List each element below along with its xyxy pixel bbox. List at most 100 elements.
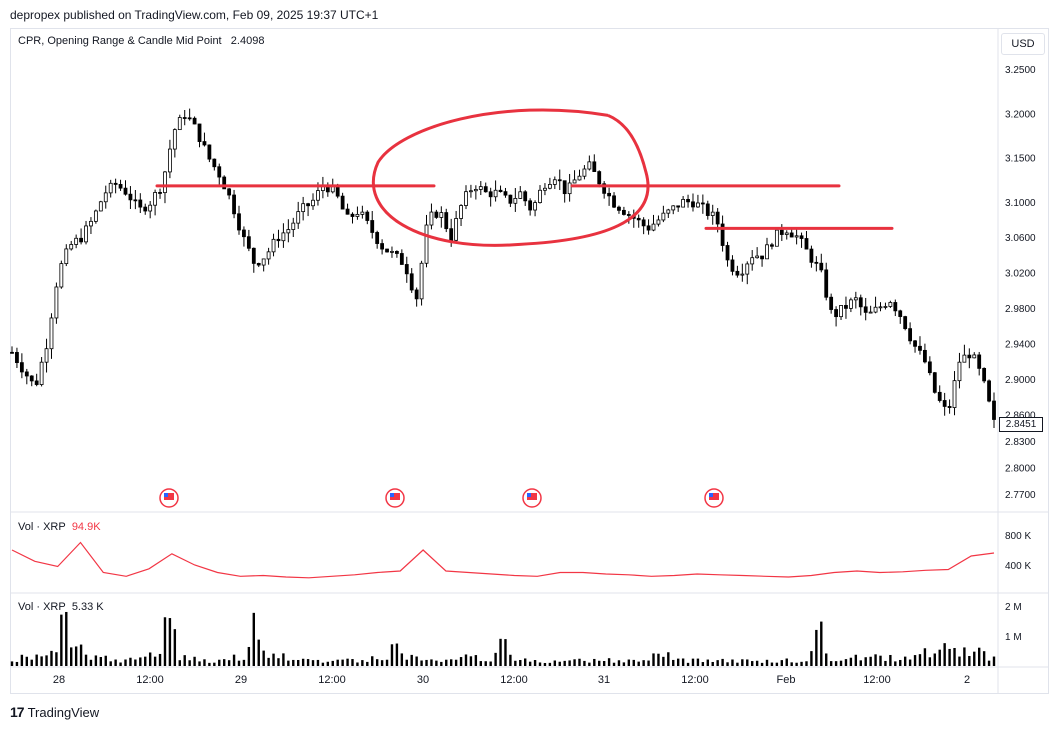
candle-body xyxy=(883,306,888,308)
volume-bar xyxy=(528,661,532,666)
candle-body xyxy=(972,354,977,359)
candle-body xyxy=(212,158,217,168)
volume-bar xyxy=(247,646,251,666)
candle-body xyxy=(202,141,207,146)
volume-bar xyxy=(770,662,774,666)
volume-ma-line xyxy=(11,541,995,579)
main-legend[interactable]: CPR, Opening Range & Candle Mid Point 2.… xyxy=(18,35,264,47)
volume-bar xyxy=(375,659,379,666)
candle-body xyxy=(266,251,271,260)
candle-body xyxy=(646,225,651,231)
candle-body xyxy=(848,299,853,309)
volume-bar xyxy=(657,653,660,666)
volume-bar xyxy=(114,659,117,666)
candle-body xyxy=(799,235,804,239)
candle-body xyxy=(962,354,967,363)
drawings-group[interactable] xyxy=(155,108,894,247)
flag-stripe-icon xyxy=(390,493,400,500)
volume-bar xyxy=(168,618,172,666)
price-axis[interactable]: 3.2500 3.2000 3.1500 3.1000 3.0600 3.0200 2.98… xyxy=(1005,65,1036,501)
candle-body xyxy=(765,244,769,260)
candle-body xyxy=(829,296,834,310)
candle-body xyxy=(498,189,503,193)
candle-body xyxy=(844,305,848,309)
volume-bar xyxy=(622,662,626,666)
currency-button[interactable]: USD xyxy=(1001,33,1045,55)
vol2-legend[interactable]: Vol · XRP 5.33 K xyxy=(18,601,104,613)
volume-bar xyxy=(504,639,507,666)
drawn-ellipse[interactable] xyxy=(371,108,650,247)
volume-bar xyxy=(963,647,966,666)
candle-body xyxy=(671,205,676,211)
tradingview-logo[interactable]: 17 TradingView xyxy=(10,704,99,720)
volume-bar xyxy=(119,662,122,666)
volume-bar xyxy=(193,656,196,666)
volume-bar xyxy=(484,661,487,666)
volume-bar xyxy=(839,660,843,666)
events-group[interactable] xyxy=(159,488,724,508)
vol1-legend[interactable]: Vol · XRP 94.9K xyxy=(18,521,101,533)
candle-body xyxy=(863,306,868,313)
candle-body xyxy=(868,311,873,314)
candle-body xyxy=(710,211,715,216)
volume-bar xyxy=(938,649,941,666)
volume-bar xyxy=(371,656,374,666)
volume-bar xyxy=(509,654,512,666)
volume-bar xyxy=(459,657,463,666)
volume-bar xyxy=(410,654,413,666)
volume-bar xyxy=(588,662,591,666)
candles-group xyxy=(10,108,996,429)
volume-bar xyxy=(553,660,557,666)
volume-bar xyxy=(647,660,650,666)
candle-body xyxy=(893,302,898,312)
candle-body xyxy=(676,205,681,208)
candle-body xyxy=(370,220,375,233)
candle-body xyxy=(399,253,404,265)
volume-axis: 2 M 1 M xyxy=(1005,602,1022,643)
candle-body xyxy=(59,263,64,288)
candle-body xyxy=(686,199,690,203)
indicator-name: CPR, Opening Range & Candle Mid Point xyxy=(18,35,222,47)
time-axis[interactable]: 28 12:00 29 12:00 30 12:00 31 12:00 Feb 12:00 2 xyxy=(53,674,970,686)
volume-bar xyxy=(163,617,167,666)
candle-body xyxy=(98,201,103,212)
candle-body xyxy=(908,328,913,342)
volume-bar xyxy=(943,643,946,666)
volume-bar xyxy=(800,661,803,666)
candle-body xyxy=(89,220,93,227)
candle-body xyxy=(242,229,246,238)
candle-body xyxy=(725,245,730,261)
volume-bar xyxy=(681,658,685,666)
candle-body xyxy=(123,187,128,195)
candle-body xyxy=(34,380,39,385)
time-tick-label: 2 xyxy=(964,674,970,686)
candle-body xyxy=(316,190,320,201)
candle-body xyxy=(932,372,937,393)
volume-bar xyxy=(583,660,586,666)
price-tick-label: 2.9400 xyxy=(1005,339,1036,350)
vol2-tick-label: 2 M xyxy=(1005,602,1022,613)
time-tick-label: 12:00 xyxy=(681,674,709,686)
volume-bar xyxy=(751,661,754,666)
candle-body xyxy=(567,182,572,195)
volume-bar xyxy=(691,658,695,666)
candle-body xyxy=(903,316,908,330)
candle-body xyxy=(478,186,483,190)
volume-bar xyxy=(198,661,201,666)
volume-bar xyxy=(859,660,862,666)
volume-bar xyxy=(731,659,734,666)
candle-body xyxy=(957,361,962,382)
candle-body xyxy=(804,238,809,250)
candle-body xyxy=(404,264,409,275)
volume-bar xyxy=(593,658,596,666)
volume-bar xyxy=(686,662,690,666)
last-price-tag: 2.8451 xyxy=(999,417,1043,432)
candle-body xyxy=(750,257,755,265)
volume-bar xyxy=(879,655,882,666)
volume-bar xyxy=(632,659,635,666)
price-tick-label: 3.1500 xyxy=(1005,154,1036,165)
price-tick-label: 3.1000 xyxy=(1005,198,1036,209)
candle-body xyxy=(547,184,552,189)
volume-bar xyxy=(548,662,552,666)
